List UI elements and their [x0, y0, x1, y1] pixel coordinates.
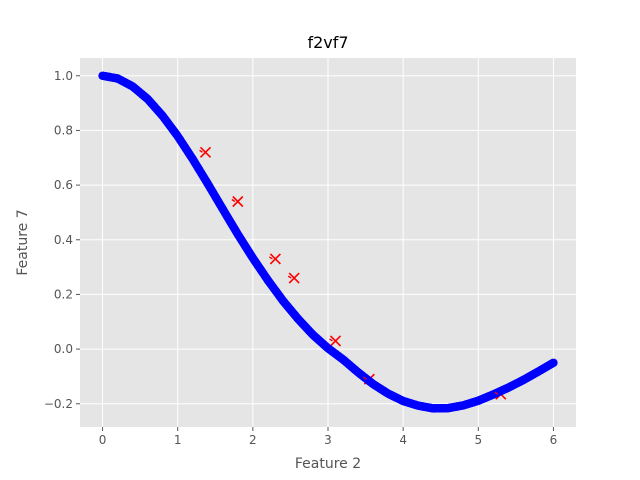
y-tick-label: 0.0: [54, 342, 73, 356]
x-tick-label: 6: [550, 433, 558, 447]
x-tick-label: 5: [474, 433, 482, 447]
red-x-marker: [199, 146, 212, 158]
red-x-marker-edge: [269, 256, 273, 260]
y-tick-label: 1.0: [54, 69, 73, 83]
red-x-marker: [269, 253, 281, 265]
x-tick-label: 4: [399, 433, 407, 447]
red-x-marker-edge: [362, 376, 367, 380]
chart-title: f2vf7: [307, 33, 348, 52]
x-tick-label: 2: [249, 433, 257, 447]
data-series: [98, 71, 558, 413]
y-tick-label: 0.8: [54, 123, 73, 137]
red-x-marker: [288, 272, 300, 284]
blue-data-point: [549, 358, 558, 367]
grid: [80, 58, 576, 427]
red-x-marker-edge: [231, 198, 236, 203]
red-x-marker-edge: [199, 149, 203, 153]
x-tick-label: 1: [174, 433, 182, 447]
y-tick-label: 0.6: [54, 178, 73, 192]
y-tick-label: 0.4: [54, 233, 73, 247]
red-x-marker-edge: [329, 338, 333, 342]
red-x-marker: [329, 335, 342, 347]
x-axis-label: Feature 2: [295, 456, 361, 472]
x-tick-label: 0: [99, 433, 107, 447]
red-x-marker-edge: [287, 275, 292, 279]
y-axis-ticks: −0.2 0.0 0.2 0.4 0.6 0.8 1.0: [44, 69, 80, 411]
x-axis-ticks: 0 1 2 3 4 5 6: [99, 427, 558, 447]
red-x-marker-edge: [494, 391, 499, 395]
y-tick-label: −0.2: [44, 397, 73, 411]
y-axis-label: Feature 7: [15, 209, 31, 275]
red-x-marker: [232, 195, 244, 208]
x-tick-label: 3: [324, 433, 332, 447]
y-tick-label: 0.2: [54, 287, 73, 301]
